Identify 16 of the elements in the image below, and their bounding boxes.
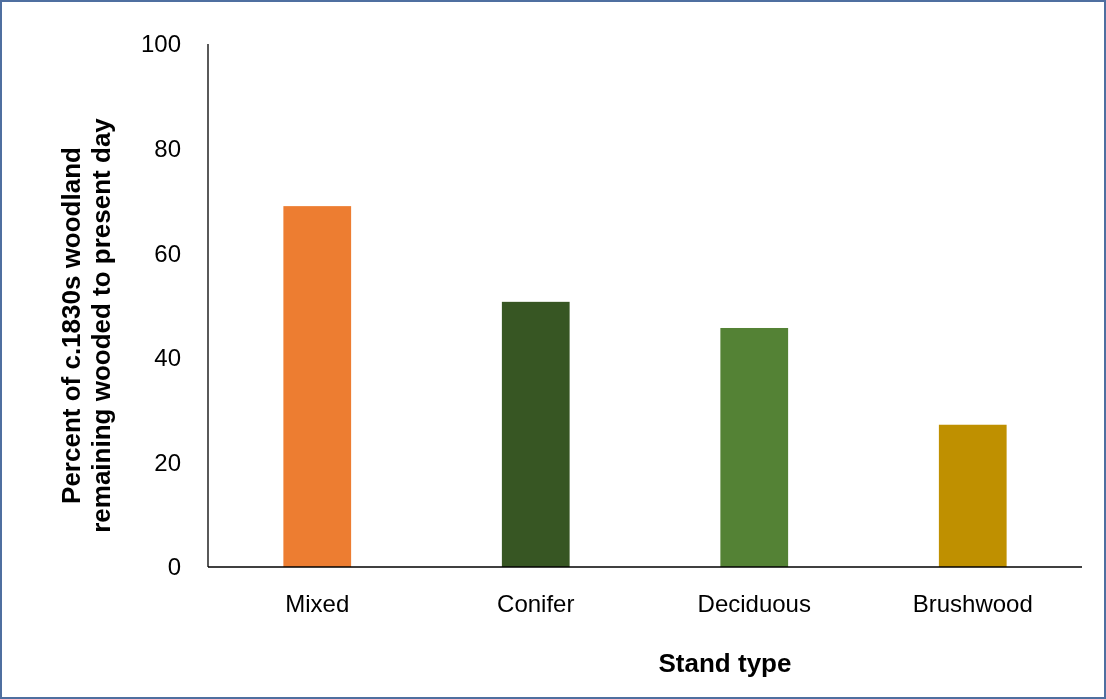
y-tick-label: 60 <box>154 239 181 267</box>
y-tick-label: 80 <box>154 135 181 162</box>
y-tick-label: 100 <box>140 30 181 58</box>
y-tick-label: 20 <box>154 448 181 476</box>
bar <box>720 327 789 567</box>
x-tick-label: Brushwood <box>912 590 1033 617</box>
x-tick-label: Conifer <box>497 590 575 617</box>
y-tick-label: 0 <box>167 553 181 581</box>
x-axis-title: Stand type <box>658 648 792 678</box>
x-tick-label: Mixed <box>285 590 350 617</box>
y-axis-title: Percent of c.1830s woodland remaining wooded to present day <box>56 117 116 533</box>
y-tick-label: 40 <box>154 344 181 372</box>
x-tick-label: Deciduous <box>697 590 811 617</box>
bar <box>501 301 570 567</box>
bar <box>283 206 352 567</box>
bar <box>938 424 1007 567</box>
